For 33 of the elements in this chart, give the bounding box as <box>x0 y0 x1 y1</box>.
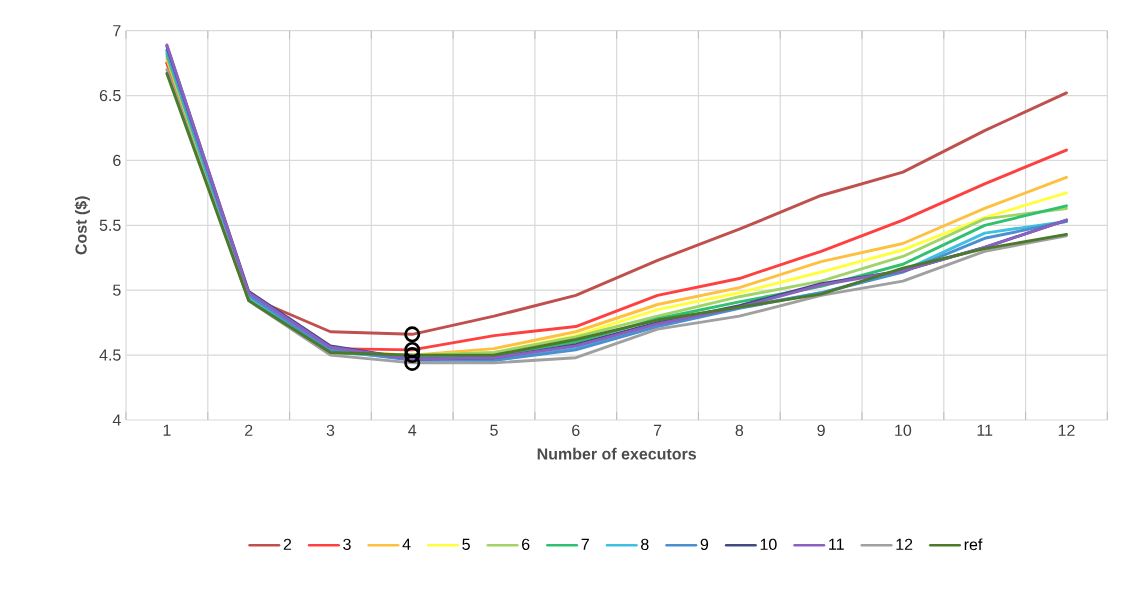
legend-label: 10 <box>760 538 777 551</box>
legend-label: 9 <box>700 538 709 551</box>
y-tick-label: 4 <box>112 414 121 426</box>
legend-label: 4 <box>402 538 411 550</box>
legend-label: 2 <box>283 538 292 550</box>
y-tick-label: 6.5 <box>99 89 121 102</box>
legend-label: 5 <box>462 538 470 550</box>
y-axis-title: Cost ($) <box>74 196 90 255</box>
x-tick-label: 10 <box>895 424 912 437</box>
x-tick-label: 8 <box>735 424 744 437</box>
x-tick-label: 6 <box>572 424 580 437</box>
x-tick-label: 5 <box>490 424 498 436</box>
x-tick-label: 4 <box>408 424 417 436</box>
x-axis-title: Number of executors <box>537 447 697 460</box>
legend-label: 6 <box>522 538 530 551</box>
legend-label: 11 <box>829 538 844 550</box>
legend-label: 8 <box>641 538 649 551</box>
x-tick-label: 7 <box>653 424 662 436</box>
y-tick-label: 7 <box>113 25 121 37</box>
y-tick-label: 6 <box>113 154 121 167</box>
x-tick-label: 2 <box>245 424 253 436</box>
x-tick-label: 3 <box>326 424 335 437</box>
x-tick-label: 12 <box>1058 424 1075 436</box>
legend-label: ref <box>964 538 983 551</box>
x-tick-label: 9 <box>817 424 825 437</box>
legend-label: 12 <box>896 538 913 550</box>
y-tick-label: 5.5 <box>99 219 121 231</box>
legend-label: 7 <box>581 538 589 550</box>
y-tick-label: 4.5 <box>99 349 121 361</box>
x-tick-label: 11 <box>977 424 993 436</box>
x-tick-label: 1 <box>163 424 171 436</box>
legend-label: 3 <box>343 538 351 551</box>
y-tick-label: 5 <box>113 284 121 296</box>
